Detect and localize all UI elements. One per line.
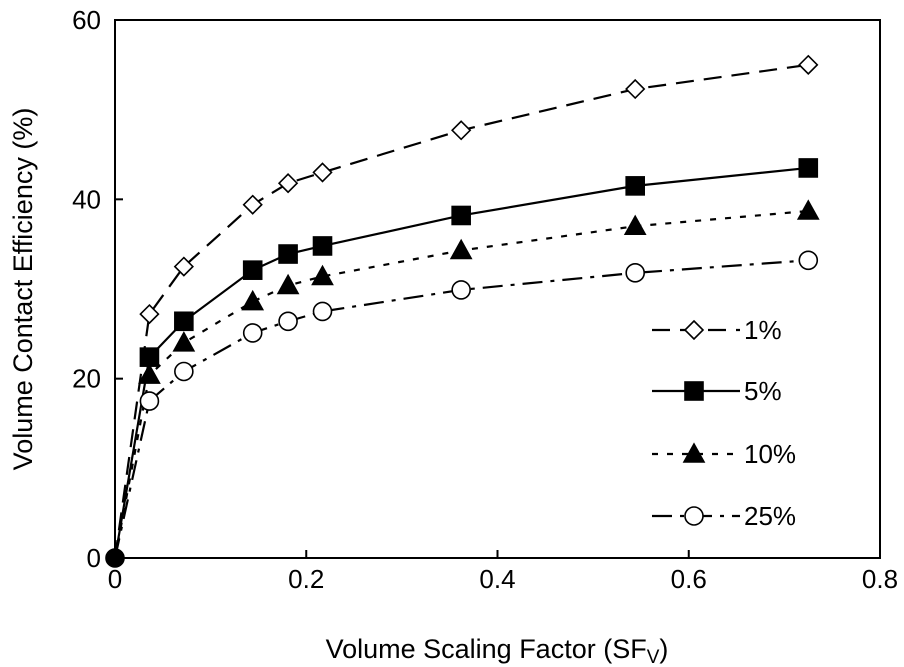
x-axis-title-close: ) bbox=[659, 634, 668, 664]
y-tick-label: 0 bbox=[87, 543, 101, 573]
x-axis-title-main: Volume Scaling Factor (SF bbox=[326, 634, 647, 664]
data-point bbox=[625, 176, 646, 196]
legend-label: 5% bbox=[744, 376, 782, 406]
data-point bbox=[798, 54, 819, 75]
data-point bbox=[312, 236, 333, 256]
data-point bbox=[173, 256, 194, 277]
y-axis-title: Volume Contact Efficiency (%) bbox=[8, 108, 38, 471]
legend: 1% 5% 10% 25% bbox=[652, 315, 796, 531]
y-tick-label: 40 bbox=[72, 184, 101, 214]
data-point bbox=[174, 311, 194, 332]
data-point bbox=[241, 289, 265, 311]
x-axis-title: Volume Scaling Factor (SFV) bbox=[326, 634, 669, 667]
series-markers bbox=[139, 54, 819, 325]
data-point bbox=[451, 205, 471, 226]
series-line bbox=[113, 63, 809, 559]
data-point bbox=[796, 199, 820, 220]
data-point bbox=[172, 331, 196, 352]
legend-item: 1% bbox=[652, 315, 782, 345]
origin-point bbox=[105, 548, 125, 568]
x-tick-label: 0.2 bbox=[288, 564, 324, 594]
data-point bbox=[798, 250, 819, 271]
data-point bbox=[276, 273, 300, 295]
x-axis-title-subscript: V bbox=[647, 647, 660, 667]
data-point bbox=[798, 158, 819, 178]
legend-marker bbox=[682, 442, 706, 463]
data-point bbox=[451, 120, 472, 141]
data-point bbox=[312, 301, 333, 322]
data-point bbox=[311, 264, 334, 286]
series-layer bbox=[105, 54, 820, 568]
series-line bbox=[113, 209, 809, 559]
series-10pct bbox=[113, 209, 809, 559]
data-point bbox=[277, 173, 299, 194]
legend-marker bbox=[683, 319, 705, 341]
data-point bbox=[625, 263, 646, 283]
plot-area bbox=[114, 19, 881, 559]
data-point bbox=[242, 260, 263, 280]
data-point bbox=[242, 194, 263, 215]
series-markers bbox=[138, 199, 820, 384]
legend-label: 25% bbox=[744, 501, 796, 531]
data-point bbox=[139, 303, 160, 325]
y-tick-label: 60 bbox=[72, 5, 101, 35]
legend-marker bbox=[684, 381, 704, 401]
data-point bbox=[242, 323, 263, 343]
x-axis: 0 0.2 0.4 0.6 0.8 bbox=[108, 550, 898, 594]
data-point bbox=[139, 391, 160, 411]
legend-item: 25% bbox=[652, 501, 796, 531]
data-point bbox=[449, 238, 473, 260]
y-tick-label: 20 bbox=[72, 364, 101, 394]
data-point bbox=[138, 363, 161, 384]
x-tick-label: 0.6 bbox=[671, 564, 707, 594]
legend-item: 5% bbox=[652, 376, 782, 406]
series-1pct bbox=[113, 63, 809, 559]
x-tick-label: 0.4 bbox=[479, 564, 515, 594]
y-axis: 0 20 40 60 bbox=[72, 5, 123, 573]
data-point bbox=[625, 78, 646, 100]
series-markers bbox=[139, 158, 819, 367]
series-markers bbox=[105, 250, 819, 568]
legend-item: 10% bbox=[652, 439, 796, 469]
data-point bbox=[278, 311, 298, 332]
data-point bbox=[312, 162, 333, 183]
legend-label: 1% bbox=[744, 315, 782, 345]
data-point bbox=[451, 280, 471, 300]
data-point bbox=[278, 244, 298, 264]
x-tick-label: 0.8 bbox=[862, 564, 898, 594]
legend-marker bbox=[684, 506, 704, 526]
x-tick-label: 0 bbox=[108, 564, 122, 594]
data-point bbox=[623, 214, 647, 236]
legend-label: 10% bbox=[744, 439, 796, 469]
data-point bbox=[174, 361, 194, 382]
